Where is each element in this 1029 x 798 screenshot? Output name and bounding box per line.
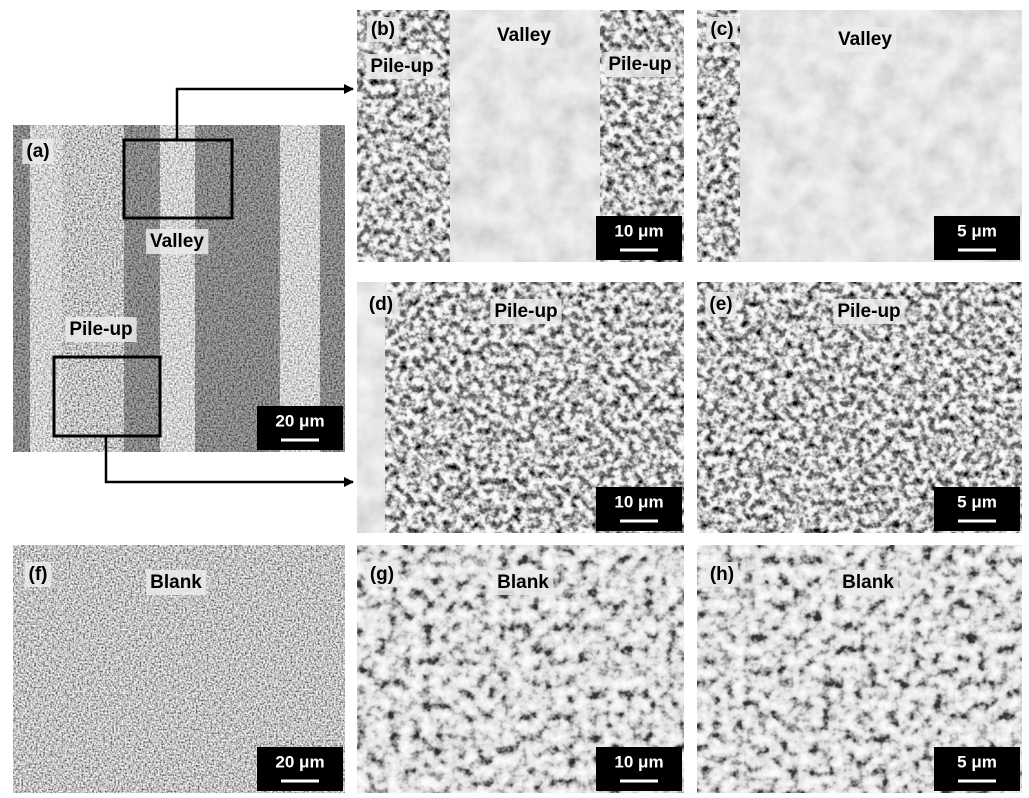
band — [320, 125, 345, 452]
panel-label: (c) — [710, 19, 733, 40]
region-label: Blank — [497, 572, 549, 593]
panel-label: (e) — [709, 294, 732, 315]
texture — [357, 10, 450, 262]
scale-bar-label: 20 μm — [275, 411, 324, 430]
band — [124, 125, 160, 452]
scale-bar-label: 10 μm — [614, 752, 663, 771]
micrograph — [13, 125, 345, 452]
panel-label: (d) — [369, 294, 393, 315]
figure: (a) Valley Pile-up 20 μm (b) Valley Pile-up Pil… — [0, 0, 1029, 798]
band — [30, 125, 62, 452]
texture — [697, 10, 740, 262]
region-label: Pile-up — [494, 301, 557, 322]
scale-bar-label: 20 μm — [275, 752, 324, 771]
panel-label: (b) — [371, 19, 395, 40]
region-label: Pile-up — [370, 56, 433, 77]
region-label: Valley — [838, 29, 892, 50]
band — [160, 125, 195, 452]
scale-bar-label: 5 μm — [957, 492, 997, 511]
region-label: Blank — [150, 572, 202, 593]
scale-bar-label: 5 μm — [957, 221, 997, 240]
texture — [357, 282, 385, 533]
region-label: Blank — [842, 572, 894, 593]
region-label: Valley — [497, 25, 551, 46]
panel-label: (g) — [370, 564, 394, 585]
region-label: Pile-up — [69, 319, 132, 340]
region-label: Pile-up — [837, 301, 900, 322]
scale-bar-label: 10 μm — [614, 221, 663, 240]
band — [195, 125, 280, 452]
scale-bar-label: 10 μm — [614, 492, 663, 511]
band — [13, 125, 30, 452]
panel-label: (f) — [29, 564, 48, 585]
panel-label: (a) — [26, 141, 49, 162]
scale-bar-label: 5 μm — [957, 752, 997, 771]
band — [280, 125, 320, 452]
region-label: Pile-up — [608, 54, 671, 75]
panel-label: (h) — [710, 564, 734, 585]
region-label: Valley — [150, 231, 204, 252]
